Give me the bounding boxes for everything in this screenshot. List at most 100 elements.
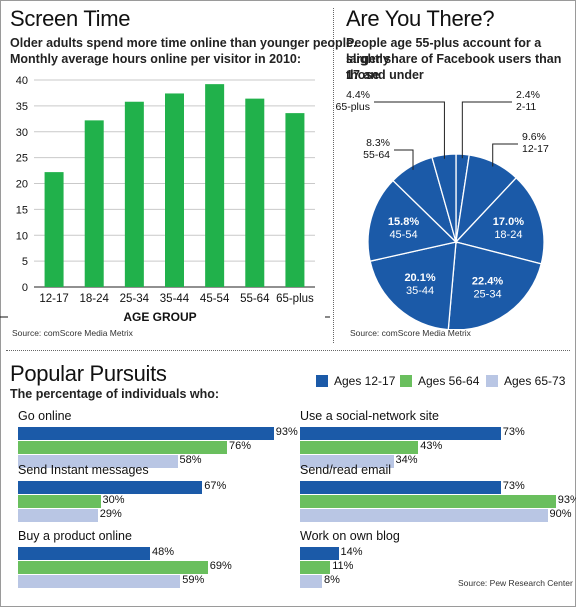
pursuit-bar-value: 93% [557,494,576,506]
pursuit-bar [18,441,227,454]
pursuit-bar [300,427,501,440]
legend-swatch [486,375,498,387]
pie-percent-label: 22.4% [472,276,503,288]
legend-item-56-64: Ages 56-64 [400,372,479,390]
pursuit-bar [18,509,98,522]
screen-time-subtitle-1: Older adults spend more time online than… [10,36,357,50]
pursuit-bar-value: 58% [179,454,202,466]
x-tick-label: 65-plus [276,293,314,305]
bar [165,93,184,287]
pursuit-bar-value: 73% [502,426,525,438]
pie-category-label: 25-34 [473,289,501,301]
pursuit-bar [300,547,339,560]
x-tick-label: 55-64 [240,293,270,305]
pursuit-bar [300,481,501,494]
legend-swatch [316,375,328,387]
x-tick-label: 45-54 [200,293,230,305]
pie-percent-label: 2.4% [516,89,540,101]
pie-leader-line [461,101,512,159]
pie-percent-label: 15.8% [388,216,419,228]
pie-percent-label: 8.3% [366,137,390,149]
pie-leader-line [374,101,445,159]
screen-time-bars [44,84,305,287]
pie-category-label: 35-44 [406,285,434,297]
pie-category-label: 65-plus [336,101,370,113]
pursuit-bar [18,481,203,494]
pie-slice [367,179,458,262]
pursuit-bar-value: 67% [204,480,227,492]
x-tick-label: 18-24 [80,293,110,305]
y-tick-label: 15 [16,204,28,216]
pursuit-bar-value: 69% [209,560,232,572]
legend-swatch [400,375,412,387]
facebook-subtitle-1: People age 55-plus account for a slightl… [346,36,542,66]
x-tick-label: 35-44 [160,293,190,305]
pursuit-bar [18,575,181,588]
pie-slice [431,153,457,243]
legend-label: Ages 65-73 [504,374,566,388]
legend-label: Ages 56-64 [418,374,480,388]
pursuits-subtitle: The percentage of individuals who: [10,387,220,401]
pursuit-bar-value: 34% [395,454,418,466]
pursuit-bar-value: 59% [182,574,205,586]
screen-time-x-ticks: 12-17 18-24 25-34 35-44 45-54 55-64 65-plus [39,293,314,305]
legend-label: Ages 12-17 [334,374,396,388]
screen-time-chart: 12-17 18-24 25-34 35-44 45-54 55-64 65-plus 0 5… [0,75,330,324]
y-tick-label: 20 [16,179,28,191]
pursuit-bar [300,509,548,522]
pursuit-category-label: Work on own blog [300,529,400,543]
y-tick-label: 10 [16,230,28,242]
y-tick-label: 5 [22,256,28,268]
bar [245,98,265,287]
pursuits-title: Popular Pursuits [10,361,167,386]
pie-percent-label: 9.6% [522,131,546,143]
pie-leader-line [492,143,518,167]
facebook-subtitle-3: 17 and under [346,68,424,82]
pie-category-label: 55-64 [363,149,390,161]
pursuit-bar-value: 29% [99,508,122,520]
y-tick-label: 40 [16,75,28,87]
pursuit-bar-value: 14% [340,546,363,558]
pie-percent-label: 20.1% [404,272,435,284]
pursuit-bar [18,547,150,560]
horizontal-divider [6,350,570,351]
pursuits-source: Source: Pew Research Center [458,578,573,588]
bar [285,113,305,287]
pie-percent-label: 4.4% [346,89,370,101]
pursuit-bar [18,427,274,440]
pie-leader-lines [374,101,518,170]
facebook-source: Source: comScore Media Metrix [350,328,471,338]
pie-slice [454,176,545,265]
pie-slice [369,241,457,329]
pie-slices [367,153,545,329]
bar [44,172,64,287]
bar [205,84,225,287]
pursuit-bar-value: 90% [549,508,572,520]
pursuit-bar [300,575,322,588]
y-tick-label: 30 [16,127,28,139]
pursuit-bar [300,455,394,468]
pursuit-bar [18,561,208,574]
x-tick-label: 25-34 [120,293,150,305]
facebook-subtitle-2: larger share of Facebook users than thos… [346,52,562,82]
pursuit-bar-value: 43% [420,440,443,452]
pie-percent-label: 17.0% [493,216,524,228]
pursuit-category-label: Send Instant messages [18,463,149,477]
legend-item-65-73: Ages 65-73 [486,372,565,390]
pie-slice [447,241,543,329]
y-tick-label: 25 [16,153,28,165]
pursuit-bar-value: 73% [502,480,525,492]
pursuit-bar [300,561,331,574]
facebook-pie-chart: 2.4%2-11 9.6%12-17 17.0%18-24 22.4%25-34 20.… [336,89,549,329]
screen-time-x-axis-title: AGE GROUP [123,310,196,324]
pie-leader-line [394,149,414,170]
vertical-divider [333,8,334,343]
pie-category-label: 45-54 [389,229,417,241]
pursuit-category-label: Go online [18,409,72,423]
y-tick-label: 35 [16,101,28,113]
screen-time-subtitle-2: Monthly average hours online per visitor… [10,52,302,66]
pursuit-bar-value: 48% [152,546,175,558]
pursuit-category-label: Buy a product online [18,529,132,543]
pursuit-bar [18,495,101,508]
screen-time-title: Screen Time [10,6,131,31]
